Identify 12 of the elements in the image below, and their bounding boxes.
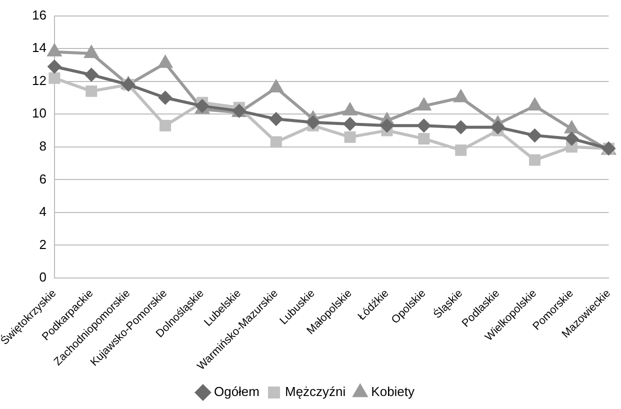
y-tick-label: 8 <box>39 138 46 154</box>
y-tick-label: 10 <box>32 106 46 121</box>
legend-label: Mężczyźni <box>284 384 346 400</box>
y-tick-label: 6 <box>39 171 46 186</box>
legend-label: Kobiety <box>371 384 416 400</box>
y-tick-label: 12 <box>32 72 46 88</box>
y-tick-label: 14 <box>32 40 46 56</box>
legend-label: Ogółem <box>214 384 260 400</box>
y-tick-label: 2 <box>39 236 46 252</box>
y-tick-label: 0 <box>39 270 46 285</box>
y-tick-label: 4 <box>39 204 46 220</box>
y-tick-label: 16 <box>32 7 46 22</box>
